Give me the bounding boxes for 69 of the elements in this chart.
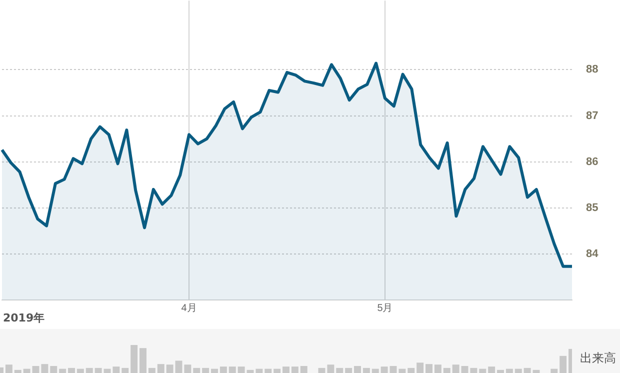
bar [550,368,558,373]
bar [318,368,326,373]
bar [372,368,379,373]
x-tick-label: 4月 [181,302,197,314]
bar [461,366,468,373]
bar [112,366,120,373]
y-tick-label: 86 [586,156,598,168]
y-tick-label: 85 [586,202,598,214]
bar [256,368,263,373]
bar [327,364,334,373]
bar [94,368,102,373]
bar [184,364,192,373]
bar [345,368,352,373]
bar [41,364,48,373]
bar [532,370,540,373]
bar [86,368,93,373]
y-axis-title: 出来高 [580,350,616,367]
bar [166,364,174,373]
x-tick-label: 5月 [377,302,393,314]
bar [434,364,442,373]
bar [354,366,361,373]
bar [470,368,478,373]
bar [140,348,146,373]
bar [380,366,388,373]
bar [32,366,40,373]
bar [122,368,129,373]
bar [426,364,432,373]
bar [390,366,397,373]
bar [560,356,567,373]
bar [50,366,58,373]
bar [5,364,12,373]
bar [514,368,522,373]
bar [148,368,156,373]
bar [14,370,22,373]
bar [202,368,210,373]
text: 2019年 [3,311,45,324]
bar [238,366,245,373]
y-tick-label: 84 [586,248,600,260]
y-tick-label: 87 [586,110,598,122]
bar [398,368,406,373]
bar [59,368,66,373]
bar [157,364,164,373]
bar [211,368,218,373]
bar [228,366,236,373]
bar [497,370,504,373]
bar [246,370,254,373]
bar [274,368,281,373]
bar [524,368,531,373]
bar [282,366,290,373]
bar [408,368,415,373]
bar [193,368,200,373]
bar [488,366,496,373]
bar [220,366,227,373]
bar [68,368,75,373]
bar [291,366,298,373]
bar [175,360,182,373]
bar [23,368,30,373]
bar [443,368,450,373]
y-tick-label: 88 [586,64,598,76]
bar [130,345,138,373]
bar [506,368,513,373]
bar [264,368,272,373]
bar [336,368,344,373]
bar [416,362,424,373]
bar [479,368,486,373]
bar [300,366,308,373]
bar [452,364,460,373]
bar [362,368,370,373]
bar [76,368,84,373]
